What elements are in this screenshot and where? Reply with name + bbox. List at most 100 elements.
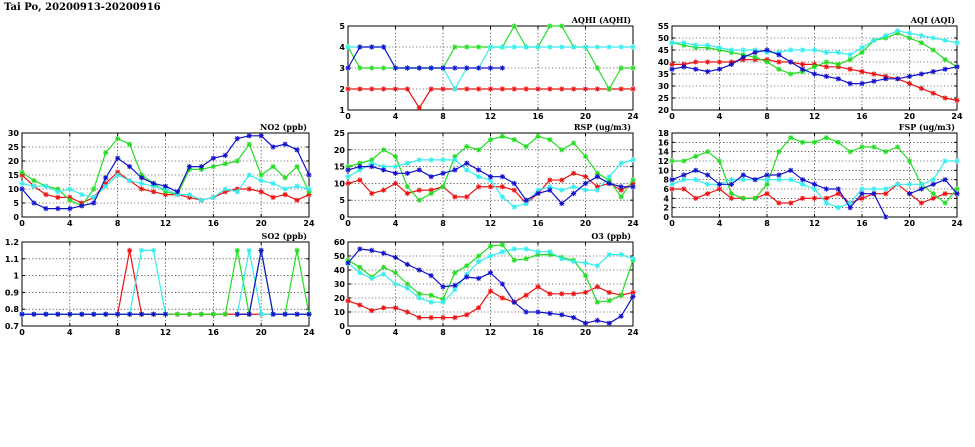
fsp-series-green xyxy=(669,135,960,206)
data-point xyxy=(416,267,422,273)
data-point xyxy=(618,194,624,200)
data-point xyxy=(43,192,49,198)
data-point xyxy=(630,86,636,92)
data-point xyxy=(895,28,901,34)
data-point xyxy=(871,191,877,197)
data-point xyxy=(511,299,517,305)
data-point xyxy=(594,44,600,50)
data-point xyxy=(345,298,351,304)
y-tick-label: 30 xyxy=(334,280,346,289)
data-point xyxy=(535,86,541,92)
data-point xyxy=(728,177,734,183)
y-tick-label: 50 xyxy=(658,34,670,43)
data-point xyxy=(705,181,711,187)
data-point xyxy=(452,65,458,71)
data-point xyxy=(752,49,758,55)
data-point xyxy=(499,44,505,50)
data-point xyxy=(162,186,169,192)
data-point xyxy=(440,315,446,321)
data-point xyxy=(487,86,494,92)
data-point xyxy=(728,47,734,53)
data-point xyxy=(535,252,541,258)
x-tick-label: 20 xyxy=(256,219,268,228)
y-tick-label: 3 xyxy=(339,64,345,73)
data-point xyxy=(476,174,482,180)
data-point xyxy=(582,174,589,180)
data-point xyxy=(800,61,806,67)
x-tick-label: 20 xyxy=(580,219,592,228)
data-point xyxy=(918,40,924,46)
data-point xyxy=(547,137,553,143)
data-point xyxy=(582,187,589,193)
x-tick-label: 12 xyxy=(809,112,820,121)
data-point xyxy=(369,160,375,166)
data-point xyxy=(103,183,109,189)
y-tick-label: 20 xyxy=(8,157,20,166)
page-title: Tai Po, 20200913-20200916 xyxy=(4,2,161,13)
data-point xyxy=(246,133,252,139)
x-tick-label: 16 xyxy=(532,328,544,337)
data-point xyxy=(381,187,387,193)
data-point xyxy=(582,180,589,186)
data-point xyxy=(464,312,470,318)
data-point xyxy=(630,65,636,71)
data-point xyxy=(835,49,841,55)
data-point xyxy=(476,305,482,311)
data-point xyxy=(31,200,37,206)
y-tick-label: 0.8 xyxy=(5,305,20,314)
y-tick-label: 15 xyxy=(8,171,20,180)
data-point xyxy=(67,186,73,192)
so2-chart: 0 4 8 12 16 20 24 0.7 0.8 0.9 1 1.1 1.2 SO2 (ppb) xyxy=(5,231,315,337)
data-point xyxy=(234,136,240,142)
data-point xyxy=(705,172,711,178)
data-point xyxy=(79,192,85,198)
o3-chart: 0 4 8 12 16 20 24 0 10 20 30 40 50 60 O3 (ppb) xyxy=(334,231,639,337)
data-point xyxy=(381,147,387,153)
data-point xyxy=(681,40,687,46)
data-point xyxy=(630,44,636,50)
data-point xyxy=(357,264,363,270)
data-point xyxy=(847,200,853,206)
x-tick-label: 16 xyxy=(208,219,220,228)
data-point xyxy=(440,86,446,92)
data-point xyxy=(811,64,818,70)
data-point xyxy=(859,191,865,197)
data-point xyxy=(847,205,853,211)
data-point xyxy=(381,250,387,256)
data-point xyxy=(618,292,624,298)
data-point xyxy=(270,311,276,317)
data-point xyxy=(847,81,853,87)
data-point xyxy=(150,311,157,317)
data-point xyxy=(716,186,723,192)
o3-series-blue xyxy=(345,246,636,326)
data-point xyxy=(681,64,687,70)
data-point xyxy=(693,195,699,201)
aqi-title: AQI (AQI) xyxy=(910,15,955,25)
data-point xyxy=(559,312,565,318)
data-point xyxy=(523,256,529,262)
data-point xyxy=(776,172,782,178)
data-point xyxy=(906,30,913,36)
y-tick-label: 20 xyxy=(334,294,346,303)
data-point xyxy=(19,311,25,317)
data-point xyxy=(91,186,97,192)
data-point xyxy=(669,181,675,187)
x-tick-label: 16 xyxy=(532,219,544,228)
data-point xyxy=(428,187,434,193)
data-point xyxy=(246,247,252,253)
data-point xyxy=(954,158,960,164)
data-point xyxy=(954,64,960,70)
x-tick-label: 16 xyxy=(208,328,220,337)
data-point xyxy=(31,311,37,317)
data-point xyxy=(811,195,818,201)
data-point xyxy=(67,206,73,212)
y-tick-label: 1.1 xyxy=(5,255,20,264)
fsp-title: FSP (ug/m3) xyxy=(899,122,955,132)
data-point xyxy=(440,284,446,290)
rsp-chart: 0 4 8 12 16 20 24 0 5 10 15 20 25 RSP (ug/m3) xyxy=(334,122,639,228)
data-point xyxy=(440,299,446,305)
data-point xyxy=(559,187,565,193)
data-point xyxy=(523,246,529,252)
data-point xyxy=(79,200,85,206)
data-point xyxy=(918,33,924,39)
